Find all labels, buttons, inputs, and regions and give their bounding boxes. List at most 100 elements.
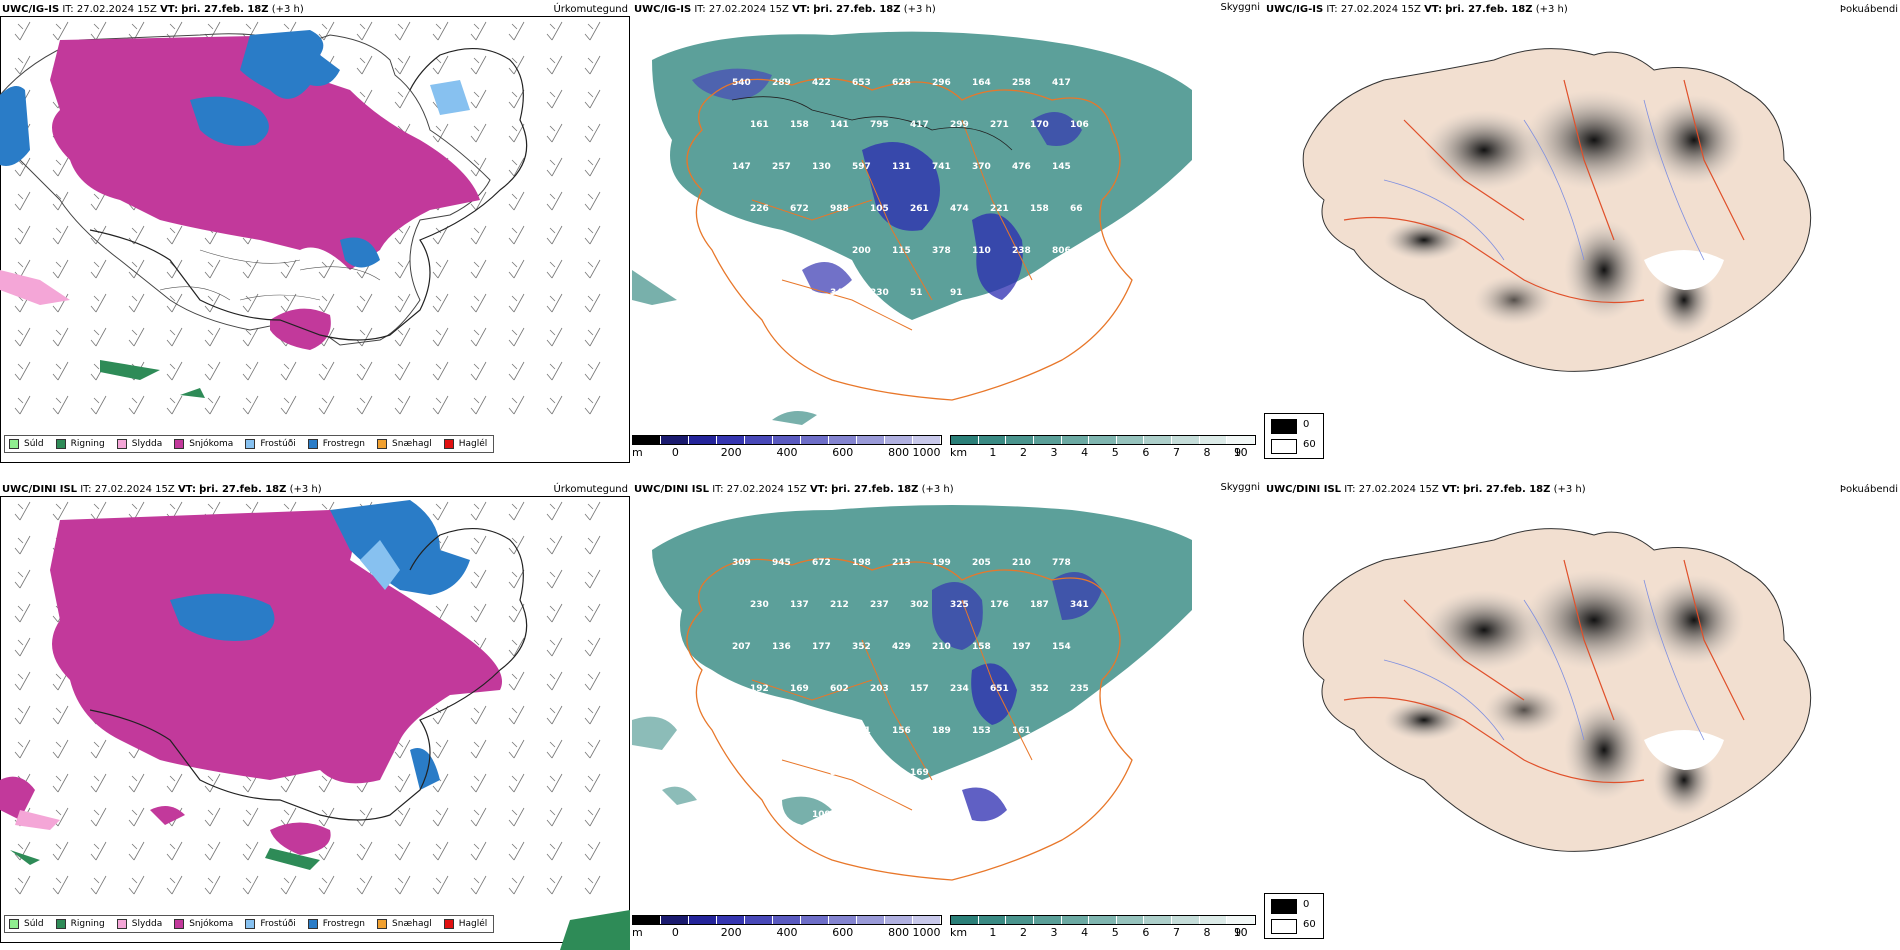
wind-barb xyxy=(90,395,107,415)
wind-barb xyxy=(546,739,563,759)
cloud-base-colorbar: m 0 200 400 600 800 1000 xyxy=(632,915,942,941)
legend-swatch xyxy=(443,439,454,449)
cloud-base-label: 137 xyxy=(790,600,809,610)
wind-barb xyxy=(356,361,373,381)
wind-barb xyxy=(470,21,487,41)
wind-barb xyxy=(394,773,411,793)
wind-barb xyxy=(432,807,449,827)
cloud-base-label: 289 xyxy=(772,78,791,88)
cloud-base-label: 352 xyxy=(852,642,871,652)
wind-barb xyxy=(242,259,259,279)
wind-barb xyxy=(508,739,525,759)
wind-barb xyxy=(394,55,411,75)
cloud-base-label: 352 xyxy=(1030,684,1049,694)
colorbar-cell xyxy=(689,916,717,924)
fog-legend: 0 60 xyxy=(1264,893,1324,939)
colorbar-cell xyxy=(829,436,857,444)
precip-type-panel-1: UWC/IG-IS IT: 27.02.2024 15Z VT: þri. 27… xyxy=(0,0,630,470)
wind-barb xyxy=(394,875,411,895)
wind-barb xyxy=(470,875,487,895)
wind-barb xyxy=(470,395,487,415)
cloud-base-label: 309 xyxy=(732,558,751,568)
cloud-base-label: 169 xyxy=(910,768,929,778)
wind-barb xyxy=(432,259,449,279)
colorbar-tick: 9 xyxy=(1234,926,1242,939)
cloud-base-label: 370 xyxy=(972,162,991,172)
colorbar-cell xyxy=(1199,916,1228,924)
wind-barb xyxy=(14,395,31,415)
wind-barb xyxy=(508,841,525,861)
cloud-base-label: 92 xyxy=(750,768,763,778)
cloud-base-label: 720 xyxy=(732,726,751,736)
colorbar-tick: 0 xyxy=(671,926,679,939)
cloud-base-label: 474 xyxy=(950,204,969,214)
wind-barb xyxy=(128,773,145,793)
legend-item: Haglél xyxy=(443,919,487,929)
wind-barb xyxy=(128,327,145,347)
wind-barb xyxy=(166,361,183,381)
precip-legend: Súld Rigning Slydda Snjókoma Frostúði Fr… xyxy=(4,435,495,453)
wind-barb xyxy=(432,361,449,381)
wind-barb xyxy=(470,603,487,623)
cloud-base-label: 672 xyxy=(812,558,831,568)
wind-barb xyxy=(128,807,145,827)
wind-barb xyxy=(470,841,487,861)
cloud-base-label: 271 xyxy=(990,120,1009,130)
colorbar-cell xyxy=(801,436,829,444)
wind-barb xyxy=(470,293,487,313)
fog-map xyxy=(1302,528,1812,852)
cloud-base-label: 161 xyxy=(1012,726,1031,736)
wind-barb xyxy=(584,603,601,623)
wind-barb xyxy=(242,327,259,347)
cloud-base-colorbar: m 0 200 400 600 800 1000 xyxy=(632,435,942,461)
wind-barb xyxy=(432,123,449,143)
cloud-base-label: 531 xyxy=(852,726,871,736)
cloud-base-label: 154 xyxy=(1052,642,1071,652)
colorbar-cell xyxy=(1116,436,1145,444)
wind-barb xyxy=(546,327,563,347)
cloud-base-label: 80 xyxy=(772,810,785,820)
colorbar-cell xyxy=(829,916,857,924)
colorbar-cell xyxy=(633,436,661,444)
cloud-base-label: 238 xyxy=(1012,246,1031,256)
wind-barb xyxy=(90,191,107,211)
wind-barb xyxy=(584,55,601,75)
wind-barb xyxy=(318,361,335,381)
wind-barb xyxy=(204,361,221,381)
colorbar-cell xyxy=(1033,916,1062,924)
wind-barb xyxy=(14,327,31,347)
wind-barb xyxy=(14,875,31,895)
wind-barb xyxy=(356,395,373,415)
wind-barb xyxy=(584,157,601,177)
wind-barb xyxy=(546,225,563,245)
wind-barb xyxy=(584,807,601,827)
wind-barb xyxy=(546,89,563,109)
wind-barb xyxy=(584,21,601,41)
legend-swatch xyxy=(55,919,66,929)
wind-barb xyxy=(166,773,183,793)
wind-barb xyxy=(546,773,563,793)
wind-barb xyxy=(242,875,259,895)
cloud-base-label: 230 xyxy=(750,600,769,610)
wind-barb xyxy=(204,807,221,827)
wind-barb xyxy=(508,361,525,381)
wind-barb xyxy=(204,773,221,793)
visibility-map: 309 945 672 198 213 199 205 210 778 230 137 212 237 3… xyxy=(632,505,1192,881)
wind-barb xyxy=(470,123,487,143)
legend-swatch xyxy=(55,439,66,449)
legend-item: Frostregn xyxy=(307,439,365,449)
wind-barb xyxy=(546,671,563,691)
wind-barb xyxy=(394,395,411,415)
wind-barb xyxy=(470,569,487,589)
panel-header: UWC/IG-IS IT: 27.02.2024 15Z VT: þri. 27… xyxy=(2,4,304,15)
colorbar-cell xyxy=(661,436,689,444)
wind-barb xyxy=(470,55,487,75)
colorbar-cell xyxy=(885,436,913,444)
cloud-base-label: 212 xyxy=(830,600,849,610)
cloud-base-label: 651 xyxy=(990,684,1009,694)
cloud-base-label: 203 xyxy=(870,684,889,694)
legend-item: Slydda xyxy=(116,919,162,929)
cloud-base-label: 602 xyxy=(830,684,849,694)
panel-title: Þokuábendi xyxy=(1839,484,1898,495)
cloud-base-label: 130 xyxy=(812,162,831,172)
